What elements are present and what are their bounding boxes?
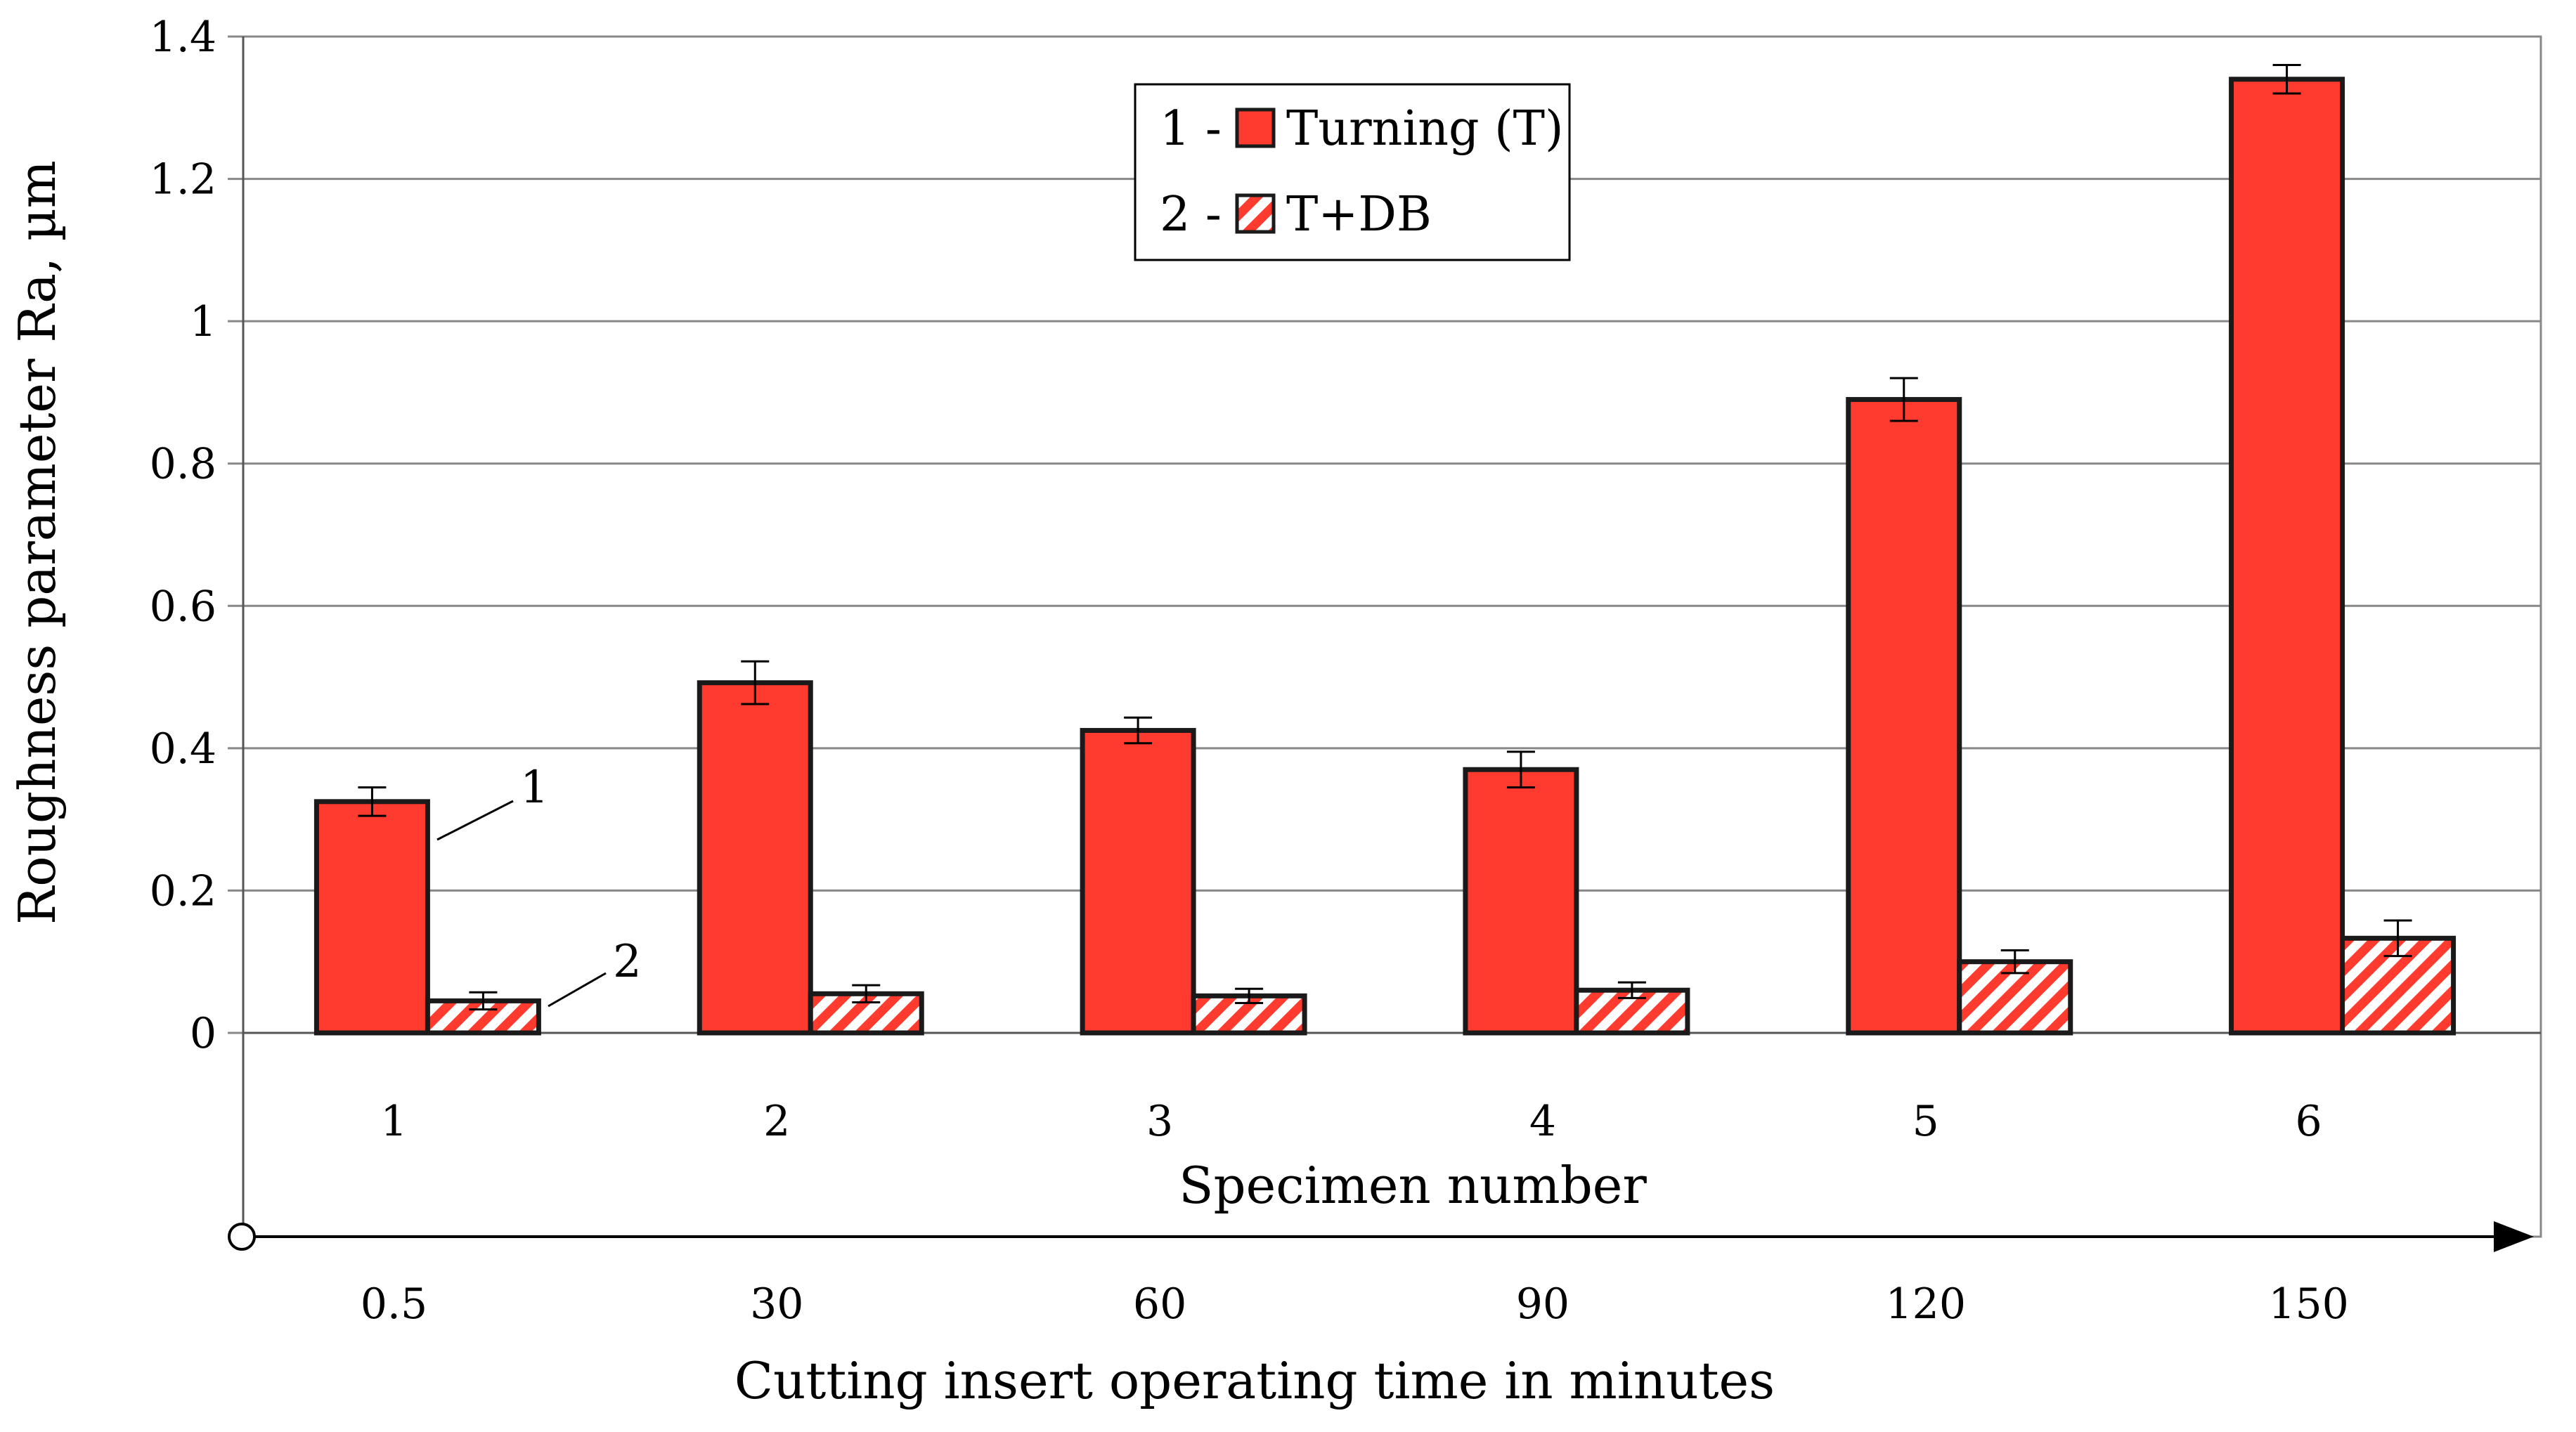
y-tick-label: 0.2 — [150, 866, 216, 916]
legend-swatch-turning — [1235, 108, 1276, 148]
y-axis-ticks: 0 0.2 0.4 0.6 0.8 1 1.2 1.4 — [150, 13, 2541, 1237]
bar-turning — [1463, 767, 1579, 1036]
bar-turning — [697, 680, 813, 1036]
callout-label-1: 1 — [520, 762, 549, 814]
time-tick-label: 0.5 — [361, 1280, 427, 1329]
time-tick-label: 60 — [1133, 1280, 1186, 1329]
y-tick-label: 0.6 — [150, 582, 216, 631]
legend-prefix-1: 1 - — [1160, 101, 1222, 157]
callout-leader-2 — [548, 972, 607, 1008]
legend-label-tdb: T+DB — [1286, 187, 1432, 242]
bar-turning — [2229, 77, 2345, 1036]
x-tick-label: 3 — [1146, 1097, 1173, 1146]
y-tick-label: 0.4 — [150, 724, 216, 774]
x-tick-label: 2 — [763, 1097, 790, 1146]
x-tick-label: 1 — [380, 1097, 407, 1146]
legend-swatch-tdb — [1235, 193, 1276, 234]
time-tick-label: 120 — [1885, 1280, 1966, 1329]
error-bars — [358, 64, 2412, 1011]
legend-prefix-2: 2 - — [1160, 187, 1222, 242]
x-tick-label: 4 — [1529, 1097, 1556, 1146]
bar-turning — [313, 799, 430, 1036]
time-axis-ticks: 0.5 30 60 90 120 150 — [361, 1280, 2349, 1329]
time-tick-label: 150 — [2268, 1280, 2349, 1329]
legend-box — [1134, 83, 1571, 261]
y-axis-title: Roughness parameter Ra, µm — [8, 160, 67, 925]
time-axis-title: Cutting insert operating time in minutes — [734, 1351, 1775, 1410]
time-axis-origin-marker — [228, 1223, 256, 1251]
legend: 1 - Turning (T) 2 - T+DB — [1134, 83, 1571, 261]
x-tick-label: 5 — [1912, 1097, 1939, 1146]
callouts: 1 2 — [436, 762, 642, 1008]
bar-turning — [1846, 397, 1962, 1036]
y-tick-label: 1.2 — [150, 155, 216, 204]
callout-leader-1 — [436, 800, 514, 841]
y-tick-label: 1.4 — [150, 13, 216, 62]
y-tick-label: 0.8 — [150, 440, 216, 489]
y-tick-label: 1 — [190, 297, 216, 346]
time-tick-label: 30 — [750, 1280, 803, 1329]
bar-turning — [1080, 728, 1196, 1036]
x-axis-title: Specimen number — [1179, 1156, 1647, 1215]
x-axis-ticks: 1 2 3 4 5 6 — [380, 1097, 2322, 1146]
y-tick-label: 0 — [190, 1009, 216, 1058]
callout-label-2: 2 — [613, 936, 642, 988]
time-axis-arrowhead — [2494, 1221, 2534, 1252]
time-tick-label: 90 — [1516, 1280, 1569, 1329]
bar-tdb — [425, 998, 541, 1036]
legend-label-turning: Turning (T) — [1286, 101, 1564, 157]
x-tick-label: 6 — [2295, 1097, 2322, 1146]
